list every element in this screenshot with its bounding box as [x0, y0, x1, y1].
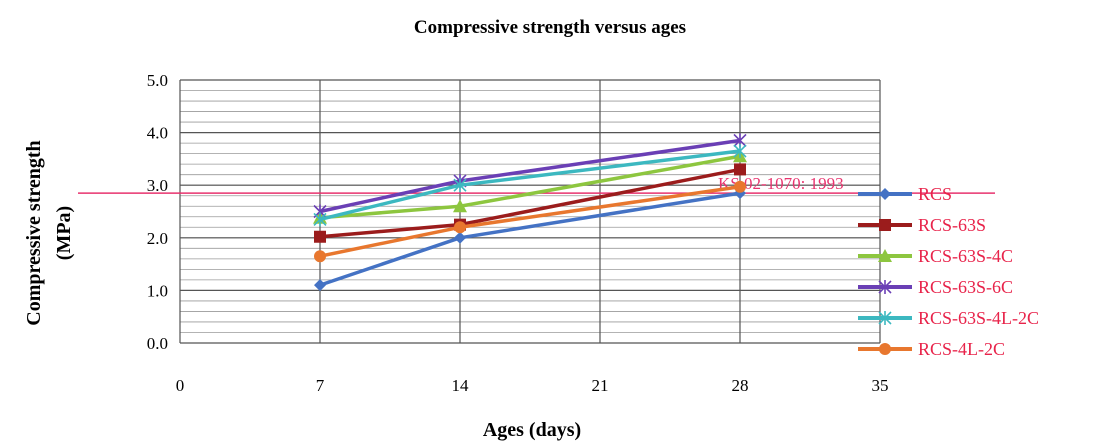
y-tick-label: 2.0 [147, 229, 168, 248]
legend-label: RCS [918, 184, 952, 204]
legend-swatch-marker [878, 280, 892, 294]
data-point [453, 199, 467, 213]
legend-label: RCS-63S-6C [918, 277, 1013, 297]
reference-line-label: KS 02-1070: 1993 [718, 174, 844, 193]
legend-item: RCS-63S [858, 215, 986, 235]
legend-item: RCS-63S-4L-2C [858, 308, 1039, 328]
data-point [734, 163, 746, 176]
legend-label: RCS-63S-4L-2C [918, 308, 1039, 328]
data-point [314, 230, 326, 243]
y-tick-label: 4.0 [147, 124, 168, 143]
legend-swatch-marker [879, 343, 891, 355]
x-tick-label: 28 [732, 376, 749, 395]
data-point [733, 144, 747, 159]
data-point [314, 250, 326, 263]
legend-swatch-marker [878, 311, 892, 325]
y-tick-label: 5.0 [147, 71, 168, 90]
legend-label: RCS-4L-2C [918, 339, 1005, 359]
data-point [453, 178, 467, 193]
y-axis-title-line-1: Compressive strength [23, 140, 45, 325]
y-tick-labels: 0.0 1.0 2.0 3.0 4.0 5.0 [147, 71, 168, 353]
y-tick-label: 0.0 [147, 334, 168, 353]
legend-swatch-marker [879, 188, 891, 200]
series-line [319, 154, 741, 220]
data-point [454, 221, 466, 234]
series-rcs-63s-4c [313, 149, 747, 224]
series-rcs-63s-4l-2c [313, 144, 747, 227]
x-axis-title: Ages (days) [483, 419, 581, 441]
x-tick-label: 35 [872, 376, 889, 395]
series-rcs-4l-2c [314, 180, 746, 263]
series-line [319, 191, 741, 287]
legend: RCS RCS-63S RCS-63S-4C RCS-63S-6C RCS-63S-4L… [858, 184, 1039, 359]
legend-swatch-marker [878, 249, 892, 262]
legend-item: RCS [858, 184, 952, 204]
x-tick-labels: 0 7 14 21 28 35 [176, 376, 889, 395]
legend-label: RCS-63S-4C [918, 246, 1013, 266]
x-tick-label: 7 [316, 376, 325, 395]
y-tick-label: 3.0 [147, 176, 168, 195]
legend-item: RCS-4L-2C [858, 339, 1005, 359]
y-axis-title: Compressive strength (MPa) [23, 140, 75, 325]
legend-item: RCS-63S-4C [858, 246, 1013, 266]
data-point [454, 231, 466, 244]
legend-label: RCS-63S [918, 215, 986, 235]
series-group [313, 133, 747, 292]
x-tick-label: 14 [452, 376, 470, 395]
legend-item: RCS-63S-6C [858, 277, 1013, 297]
y-axis-title-line-2: (MPa) [53, 206, 75, 260]
data-point [734, 180, 746, 193]
x-tick-label: 21 [592, 376, 609, 395]
chart-title: Compressive strength versus ages [414, 17, 686, 38]
x-tick-label: 0 [176, 376, 185, 395]
series-rcs [314, 187, 746, 292]
legend-swatch-marker [879, 219, 891, 231]
data-point [313, 212, 327, 227]
data-point [314, 279, 326, 292]
y-tick-label: 1.0 [147, 281, 168, 300]
